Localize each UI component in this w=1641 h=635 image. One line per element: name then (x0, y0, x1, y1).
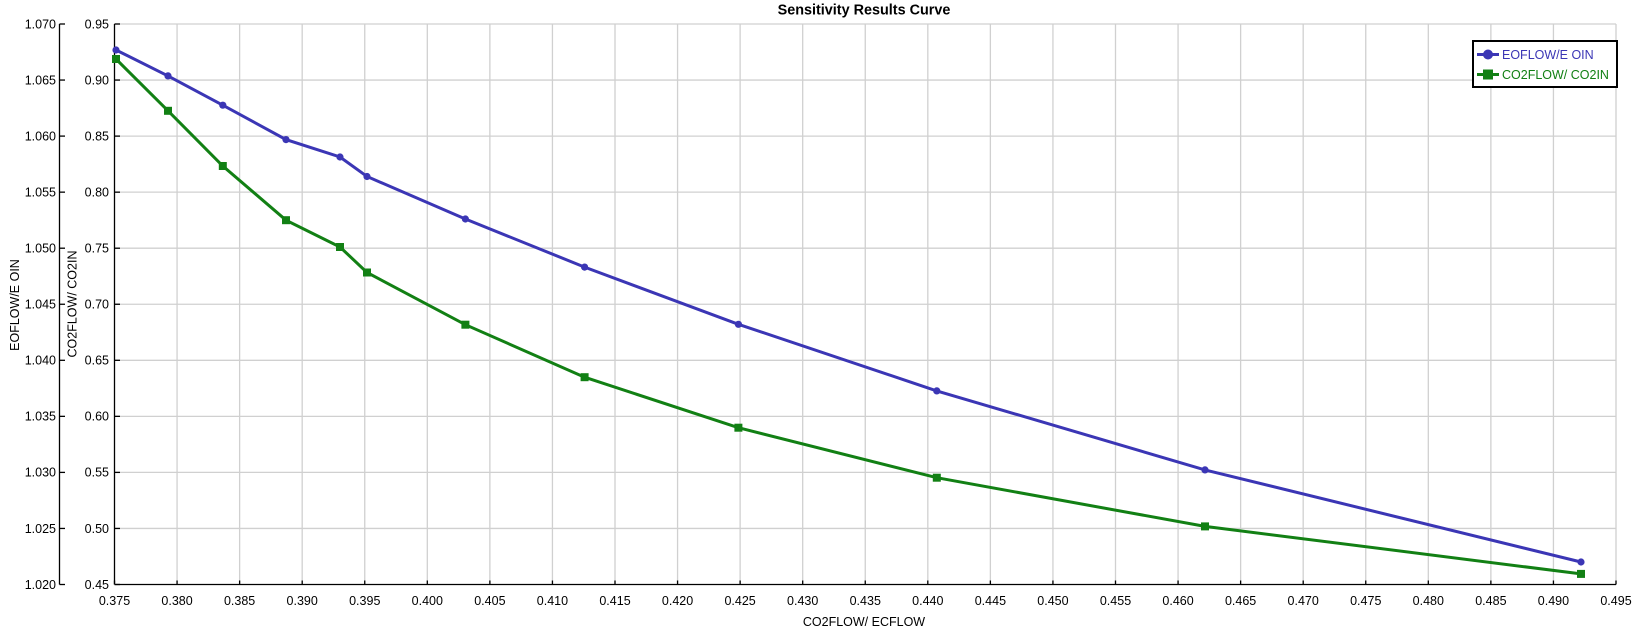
svg-text:0.85: 0.85 (85, 129, 109, 143)
svg-text:1.065: 1.065 (25, 73, 56, 87)
svg-text:EOFLOW/E OIN: EOFLOW/E OIN (1502, 48, 1594, 62)
svg-text:0.75: 0.75 (85, 242, 109, 256)
svg-text:0.45: 0.45 (85, 578, 109, 592)
svg-text:0.405: 0.405 (474, 594, 505, 608)
svg-text:0.70: 0.70 (85, 298, 109, 312)
svg-text:CO2FLOW/ CO2IN: CO2FLOW/ CO2IN (66, 251, 80, 358)
svg-text:CO2FLOW/ ECFLOW: CO2FLOW/ ECFLOW (803, 615, 925, 629)
svg-text:0.80: 0.80 (85, 185, 109, 199)
svg-text:0.440: 0.440 (912, 594, 943, 608)
svg-text:0.390: 0.390 (287, 594, 318, 608)
svg-text:0.400: 0.400 (412, 594, 443, 608)
svg-text:1.045: 1.045 (25, 298, 56, 312)
svg-text:1.025: 1.025 (25, 522, 56, 536)
svg-text:0.410: 0.410 (537, 594, 568, 608)
svg-text:0.60: 0.60 (85, 410, 109, 424)
svg-text:0.445: 0.445 (975, 594, 1006, 608)
svg-text:0.375: 0.375 (99, 594, 130, 608)
svg-text:0.55: 0.55 (85, 466, 109, 480)
svg-text:0.485: 0.485 (1475, 594, 1506, 608)
svg-text:0.475: 0.475 (1350, 594, 1381, 608)
svg-text:EOFLOW/E OIN: EOFLOW/E OIN (8, 259, 22, 351)
svg-text:0.415: 0.415 (599, 594, 630, 608)
svg-text:0.460: 0.460 (1162, 594, 1193, 608)
svg-text:0.465: 0.465 (1225, 594, 1256, 608)
svg-text:1.035: 1.035 (25, 410, 56, 424)
svg-text:1.070: 1.070 (25, 17, 56, 31)
svg-text:0.455: 0.455 (1100, 594, 1131, 608)
svg-text:0.435: 0.435 (850, 594, 881, 608)
svg-text:0.385: 0.385 (224, 594, 255, 608)
svg-text:0.490: 0.490 (1538, 594, 1569, 608)
svg-text:1.055: 1.055 (25, 185, 56, 199)
svg-text:1.040: 1.040 (25, 354, 56, 368)
svg-text:0.380: 0.380 (161, 594, 192, 608)
svg-text:0.470: 0.470 (1288, 594, 1319, 608)
svg-text:Sensitivity Results Curve: Sensitivity Results Curve (778, 3, 951, 19)
svg-text:0.50: 0.50 (85, 522, 109, 536)
svg-text:0.95: 0.95 (85, 17, 109, 31)
svg-text:1.060: 1.060 (25, 129, 56, 143)
svg-text:CO2FLOW/ CO2IN: CO2FLOW/ CO2IN (1502, 68, 1609, 82)
svg-text:0.395: 0.395 (349, 594, 380, 608)
svg-text:1.030: 1.030 (25, 466, 56, 480)
svg-text:1.050: 1.050 (25, 242, 56, 256)
svg-text:0.430: 0.430 (787, 594, 818, 608)
svg-text:0.425: 0.425 (724, 594, 755, 608)
svg-text:0.420: 0.420 (662, 594, 693, 608)
svg-text:0.90: 0.90 (85, 73, 109, 87)
svg-text:1.020: 1.020 (25, 578, 56, 592)
svg-text:0.495: 0.495 (1600, 594, 1631, 608)
svg-text:0.450: 0.450 (1037, 594, 1068, 608)
svg-text:0.480: 0.480 (1413, 594, 1444, 608)
svg-text:0.65: 0.65 (85, 354, 109, 368)
